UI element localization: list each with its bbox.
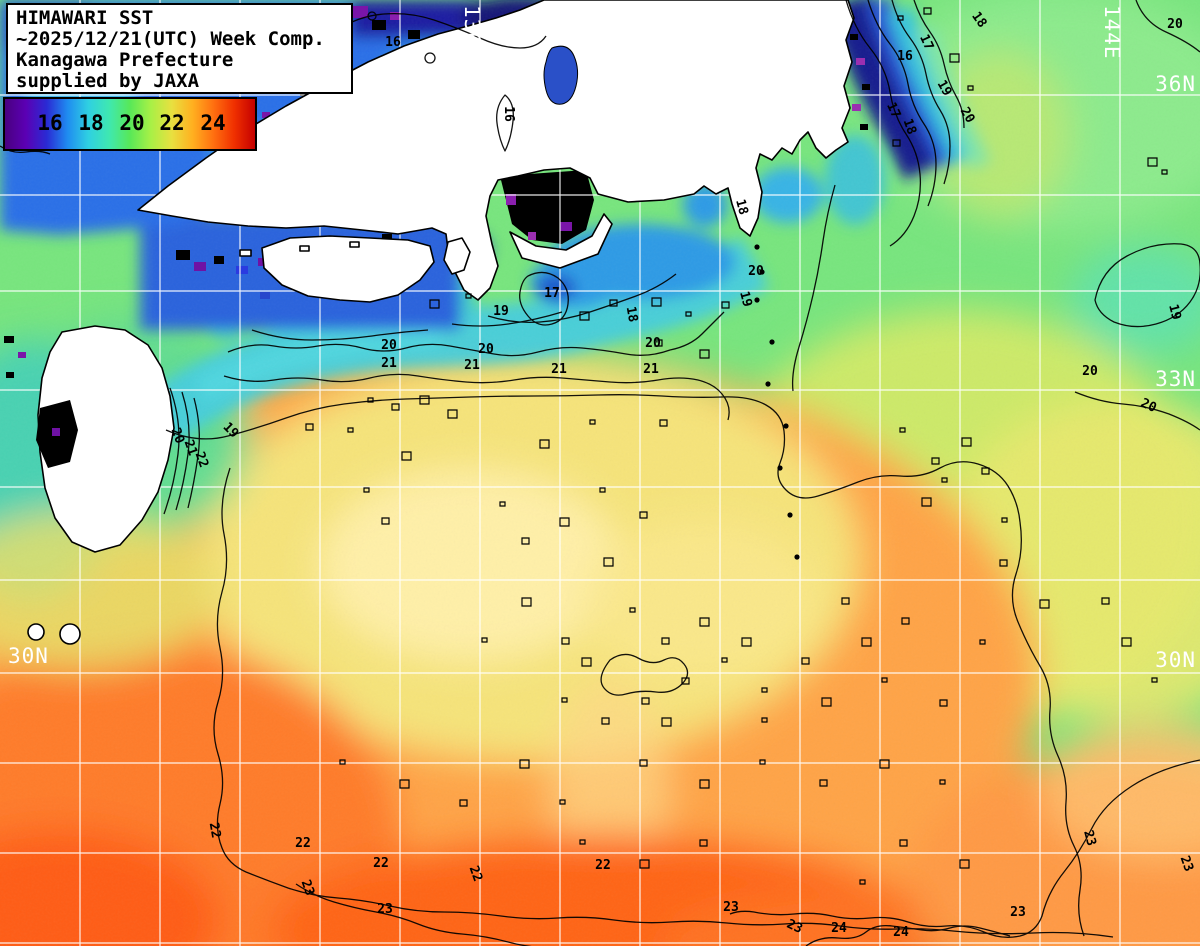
- contour-label-24: 24: [893, 925, 909, 940]
- title-line-region: Kanagawa Prefecture: [16, 49, 234, 71]
- contour-label-23: 23: [298, 878, 317, 898]
- land-awaji: [443, 237, 471, 275]
- contour-label-17: 17: [916, 32, 936, 53]
- contour-label-17: 17: [883, 100, 903, 121]
- land-ise-peninsula: [509, 213, 613, 269]
- contour-label-20: 20: [381, 338, 397, 353]
- contour-label-16: 16: [501, 106, 516, 122]
- colorbar-tick-16: 16: [37, 111, 63, 135]
- contour-label-22: 22: [295, 836, 311, 851]
- land-island-yakushima: [27, 623, 45, 641]
- colorbar-tick-20: 20: [119, 111, 145, 135]
- contour-labels: 1716161617182019171820181719181920192021…: [16, 9, 1196, 940]
- land-islet: [239, 249, 252, 257]
- land-shikoku: [261, 235, 435, 303]
- contour-label-20: 20: [645, 336, 661, 351]
- contour-label-22: 22: [206, 821, 223, 839]
- contour-label-18: 18: [900, 117, 920, 137]
- title-line-supplier: supplied by JAXA: [16, 70, 200, 92]
- contour-label-23: 23: [723, 900, 739, 915]
- contour-label-20: 20: [1167, 17, 1183, 32]
- contour-label-22: 22: [373, 856, 389, 871]
- contour-label-20: 20: [1082, 364, 1098, 379]
- contour-label-19: 19: [493, 304, 509, 319]
- land-islet: [299, 245, 310, 252]
- colorbar-gradient: [5, 99, 255, 149]
- contour-label-18: 18: [623, 305, 641, 323]
- contour-label-23: 23: [1080, 829, 1099, 848]
- latitude-label-36N: 36N: [1155, 72, 1196, 96]
- contour-label-20: 20: [1138, 396, 1159, 416]
- land-island-tanegashima: [59, 623, 81, 645]
- contour-label-16: 16: [385, 35, 401, 50]
- colorbar-tick-18: 18: [78, 111, 104, 135]
- latitude-label-30N: 30N: [8, 644, 49, 668]
- contour-label-20: 20: [168, 426, 188, 446]
- land-kyushu: [37, 325, 175, 553]
- contour-label-23: 23: [784, 917, 805, 937]
- contour-label-21: 21: [181, 438, 201, 458]
- longitude-label-144E: 144E: [1100, 5, 1124, 60]
- latitude-label-30N: 30N: [1155, 648, 1196, 672]
- contour-label-20: 20: [478, 342, 494, 357]
- contour-label-21: 21: [464, 358, 480, 373]
- contour-label-21: 21: [381, 356, 397, 371]
- contour-label-20: 20: [748, 264, 764, 279]
- contour-label-16: 16: [897, 49, 913, 64]
- contour-speckles: [305, 7, 1168, 885]
- contour-label-17: 17: [544, 286, 560, 301]
- contour-label-23: 23: [1177, 854, 1196, 874]
- colorbar: 16 18 20 22 24: [3, 97, 257, 151]
- contour-label-21: 21: [551, 362, 567, 377]
- colorbar-tick-24: 24: [200, 111, 226, 135]
- land-islet: [349, 241, 360, 248]
- contour-label-19: 19: [1165, 303, 1184, 322]
- contour-label-24: 24: [831, 921, 847, 936]
- contour-label-23: 23: [1010, 905, 1026, 920]
- colorbar-tick-22: 22: [159, 111, 185, 135]
- izu-island-dots: [754, 244, 800, 560]
- contour-label-22: 22: [192, 450, 211, 470]
- contour-label-19: 19: [736, 290, 755, 309]
- contour-label-22: 22: [595, 858, 611, 873]
- ariake-patch: [52, 428, 60, 436]
- title-line-product: HIMAWARI SST: [16, 7, 154, 29]
- lake-biwa: [543, 45, 579, 105]
- contour-label-20: 20: [957, 105, 978, 126]
- contour-label-21: 21: [643, 362, 659, 377]
- contour-label-23: 23: [377, 902, 393, 917]
- contour-label-22: 22: [466, 864, 485, 884]
- title-line-date: ~2025/12/21(UTC) Week Comp.: [16, 28, 325, 50]
- contour-label-19: 19: [934, 78, 955, 99]
- longitude-label-136E: 136E: [460, 5, 484, 60]
- title-box: HIMAWARI SST ~2025/12/21(UTC) Week Comp.…: [6, 3, 353, 94]
- contour-label-18: 18: [732, 198, 751, 217]
- latitude-label-33N: 33N: [1155, 367, 1196, 391]
- land-layer: [27, 0, 855, 645]
- contour-label-18: 18: [968, 9, 989, 31]
